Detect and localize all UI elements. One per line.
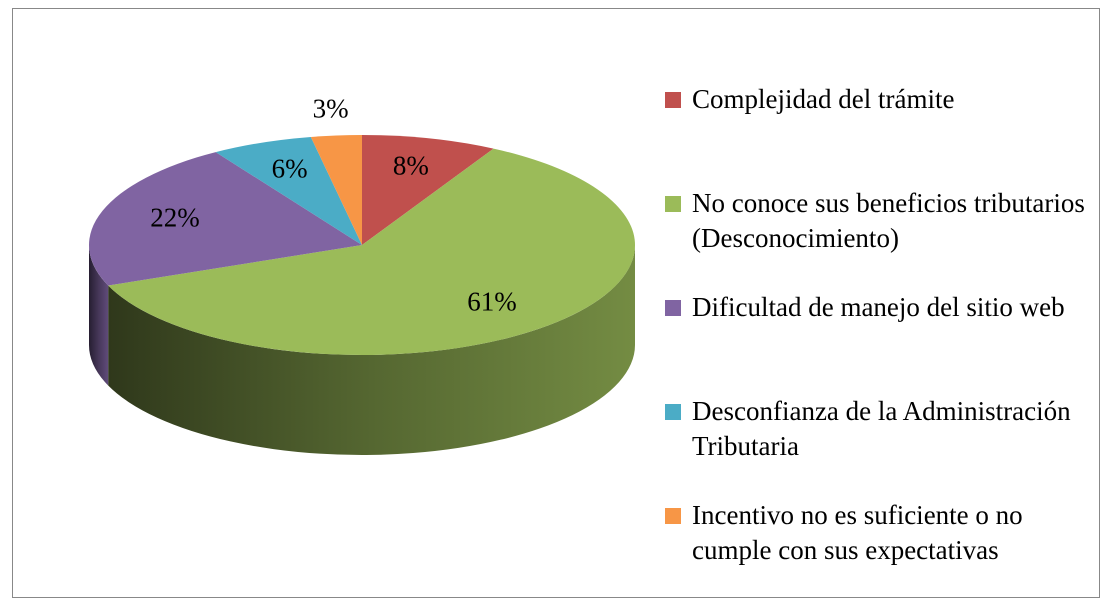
legend-swatch [665, 508, 681, 524]
legend-swatch [665, 92, 681, 108]
slice [215, 136, 362, 245]
legend-label: Incentivo no es suficiente o no cumple c… [692, 500, 1023, 565]
slice [310, 135, 362, 245]
data-label: 22% [150, 203, 200, 233]
slice [89, 152, 363, 286]
legend-item: Complejidad del trámite [665, 82, 1085, 117]
legend-label: No conoce sus beneficios tributarios (De… [692, 188, 1085, 253]
slice [108, 148, 635, 355]
slice-side [89, 245, 109, 386]
legend-swatch [665, 196, 681, 212]
legend-label: Complejidad del trámite [692, 84, 955, 114]
legend-item: No conoce sus beneficios tributarios (De… [665, 186, 1085, 256]
legend-item: Incentivo no es suficiente o no cumple c… [665, 498, 1085, 568]
legend-item: Desconfianza de la Administración Tribut… [665, 394, 1085, 464]
data-label: 3% [313, 94, 349, 124]
legend-swatch [665, 300, 681, 316]
slice [362, 135, 494, 245]
legend-label: Dificultad de manejo del sitio web [692, 292, 1065, 322]
legend-swatch [665, 404, 681, 420]
data-label: 8% [393, 150, 429, 180]
legend-label: Desconfianza de la Administración Tribut… [692, 396, 1071, 461]
legend-item: Dificultad de manejo del sitio web [665, 290, 1085, 325]
data-label: 61% [467, 287, 517, 317]
slice-side [108, 245, 635, 456]
data-label: 6% [272, 154, 308, 184]
